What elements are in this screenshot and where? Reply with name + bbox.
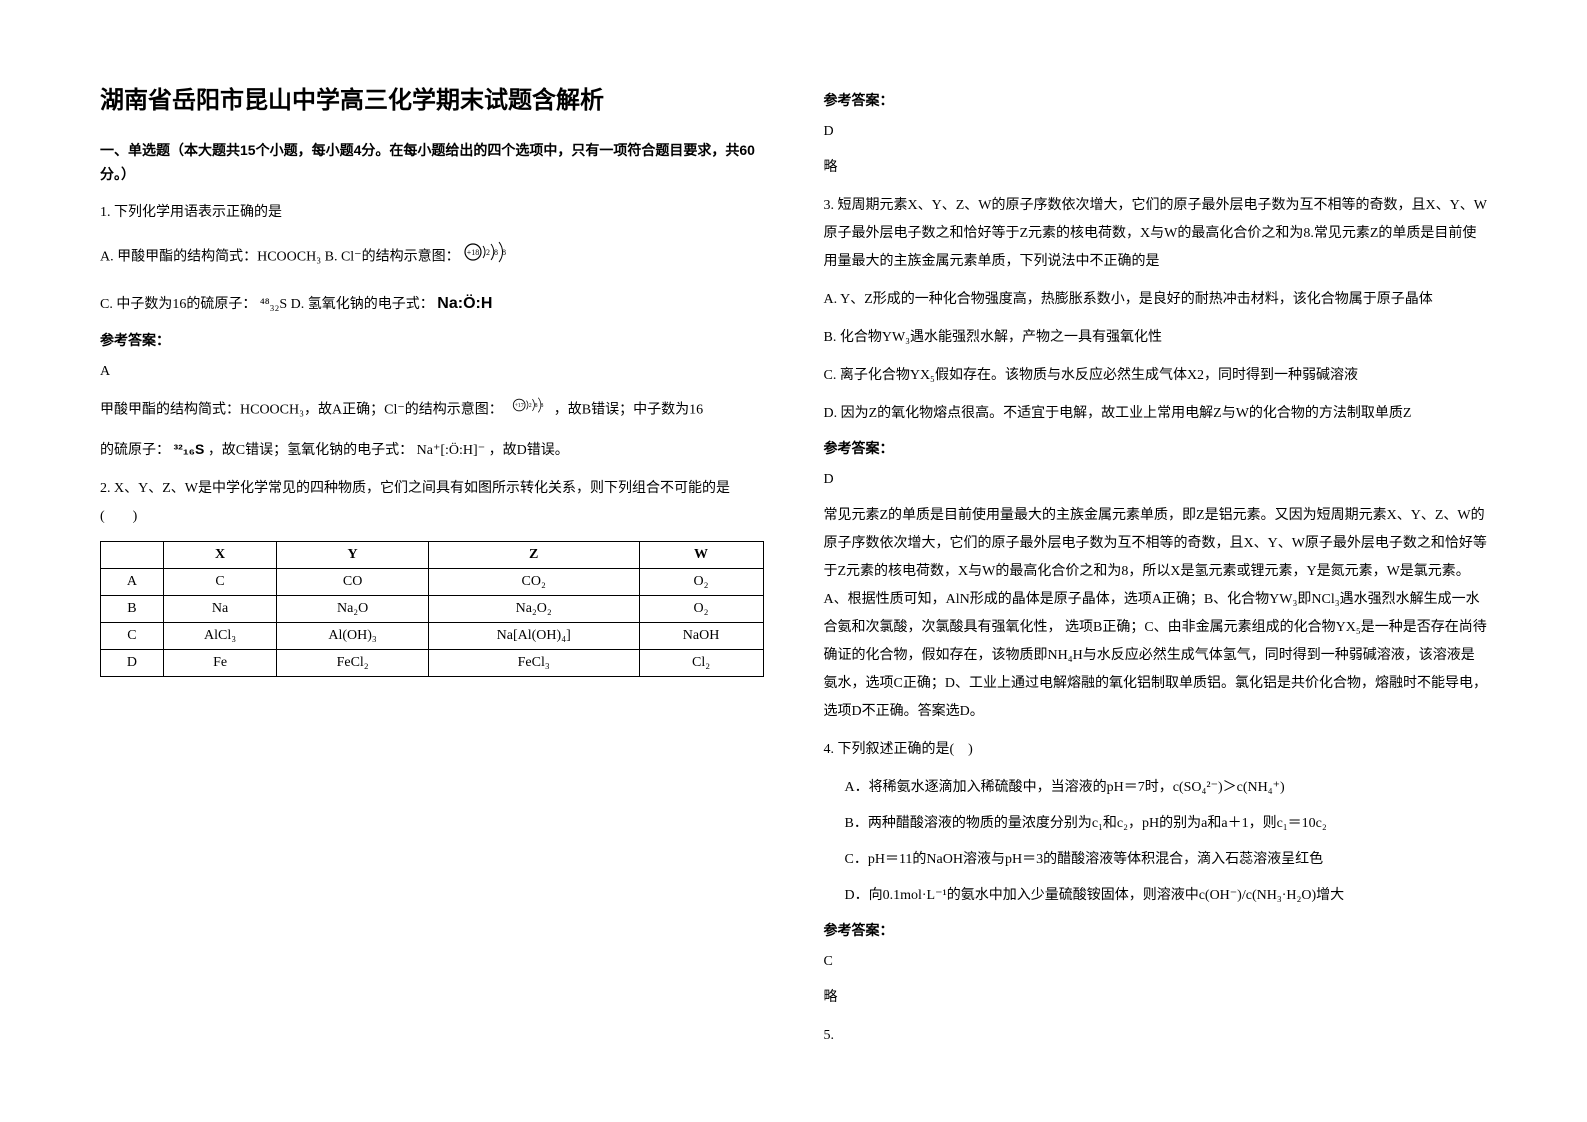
q1-expl1b: ，故B错误；中子数为16 [554, 402, 703, 417]
q1-opts-cd: C. 中子数为16的硫原子： ⁴⁸₃₂S D. 氢氧化钠的电子式： Na:Ö:H [100, 288, 764, 320]
left-column: 湖南省岳阳市昆山中学高三化学期末试题含解析 一、单选题（本大题共15个小题，每小… [100, 80, 764, 1060]
s-isotope-icon: ³²₁₆S [174, 441, 205, 457]
q3-ans-letter: D [824, 466, 1488, 494]
q5-stem: 5. [824, 1022, 1488, 1050]
q2-ans-label: 参考答案： [824, 90, 1488, 110]
td: Cl₂ [639, 649, 763, 676]
td: CO [277, 568, 428, 595]
q4-opt-b: B．两种醋酸溶液的物质的量浓度分别为c₁和c₂，pH的别为a和a＋1，则c₁＝1… [845, 810, 1488, 838]
td: Na₂O [277, 595, 428, 622]
q2-table: X Y Z W A C CO CO₂ O₂ B Na Na₂O Na₂O₂ O₂… [100, 541, 764, 677]
svg-text:+17: +17 [515, 403, 524, 409]
q2-ans-note: 略 [824, 154, 1488, 182]
cl-structure-icon-2: +17 2 8 8 [506, 394, 550, 427]
q4-opt-c: C．pH＝11的NaOH溶液与pH＝3的醋酸溶液等体积混合，滴入石蕊溶液呈红色 [845, 846, 1488, 874]
q3-p1: 3. 短周期元素X、Y、Z、W的原子序数依次增大，它们的原子最外层电子数为互不相… [824, 192, 1488, 276]
q1-opt-d-pre: D. 氢氧化钠的电子式： [291, 297, 434, 312]
svg-text:8: 8 [502, 248, 506, 257]
q1-opt-c-sym: ⁴⁸₃₂S [260, 297, 287, 312]
q1-expl-line1: 甲酸甲酯的结构简式：HCOOCH₃，故A正确；Cl⁻的结构示意图： +17 2 … [100, 394, 764, 427]
q3-opt-b: B. 化合物YW₃遇水能强烈水解，产物之一具有强氧化性 [824, 324, 1488, 352]
td: Al(OH)₃ [277, 622, 428, 649]
q3-expl: 常见元素Z的单质是目前使用量最大的主族金属元素单质，即Z是铝元素。又因为短周期元… [824, 502, 1488, 726]
naoh-electron-icon: Na⁺[:Ö:H]⁻ [417, 443, 485, 458]
td: O₂ [639, 595, 763, 622]
td: Na₂O₂ [428, 595, 639, 622]
q1-expl2c: ，故D错误。 [489, 443, 569, 458]
th: W [639, 541, 763, 568]
q4-ans-note: 略 [824, 984, 1488, 1012]
q4-ans-letter: C [824, 948, 1488, 976]
th: Y [277, 541, 428, 568]
q1-expl2a: 的硫原子： [100, 443, 170, 458]
q3-opt-a: A. Y、Z形成的一种化合物强度高，热膨胀系数小，是良好的耐热冲击材料，该化合物… [824, 286, 1488, 314]
q4-opt-a: A．将稀氨水逐滴加入稀硫酸中，当溶液的pH＝7时，c(SO₄²⁻)＞c(NH₄⁺… [845, 774, 1488, 802]
q4-stem: 4. 下列叙述正确的是( ) [824, 736, 1488, 764]
q3-opt-c: C. 离子化合物YX₅假如存在。该物质与水反应必然生成气体X2，同时得到一种弱碱… [824, 362, 1488, 390]
th [101, 541, 164, 568]
td: Na[Al(OH)₄] [428, 622, 639, 649]
td: Na [163, 595, 277, 622]
table-row: B Na Na₂O Na₂O₂ O₂ [101, 595, 764, 622]
svg-text:2: 2 [486, 248, 490, 257]
td: C [163, 568, 277, 595]
svg-text:2: 2 [529, 403, 532, 409]
svg-text:+18: +18 [467, 248, 480, 257]
q1-opt-a-b-text: A. 甲酸甲酯的结构简式：HCOOCH₃ B. Cl⁻的结构示意图： [100, 249, 460, 264]
table-row: C AlCl₃ Al(OH)₃ Na[Al(OH)₄] NaOH [101, 622, 764, 649]
cl-structure-icon: +18 2 8 8 [463, 237, 507, 278]
doc-title: 湖南省岳阳市昆山中学高三化学期末试题含解析 [100, 80, 764, 115]
q1-ans-label: 参考答案： [100, 330, 764, 350]
td: AlCl₃ [163, 622, 277, 649]
q1-stem: 1. 下列化学用语表示正确的是 [100, 199, 764, 227]
svg-text:8: 8 [494, 248, 498, 257]
td: C [101, 622, 164, 649]
q1-expl2b: ，故C错误；氢氧化钠的电子式： [208, 443, 413, 458]
td: D [101, 649, 164, 676]
q1-expl-line2: 的硫原子： ³²₁₆S ，故C错误；氢氧化钠的电子式： Na⁺[:Ö:H]⁻ ，… [100, 435, 764, 465]
q1-expl1a: 甲酸甲酯的结构简式：HCOOCH₃，故A正确；Cl⁻的结构示意图： [100, 402, 503, 417]
td: Fe [163, 649, 277, 676]
q3-ans-label: 参考答案： [824, 438, 1488, 458]
q1-ans-letter: A [100, 358, 764, 386]
svg-text:8: 8 [535, 403, 538, 409]
th: Z [428, 541, 639, 568]
td: B [101, 595, 164, 622]
table-header-row: X Y Z W [101, 541, 764, 568]
q4-ans-label: 参考答案： [824, 920, 1488, 940]
section-1-head: 一、单选题（本大题共15个小题，每小题4分。在每小题给出的四个选项中，只有一项符… [100, 139, 764, 187]
q2-stem: 2. X、Y、Z、W是中学化学常见的四种物质，它们之间具有如图所示转化关系，则下… [100, 475, 764, 531]
q1-opts-ab: A. 甲酸甲酯的结构简式：HCOOCH₃ B. Cl⁻的结构示意图： +18 2… [100, 237, 764, 278]
q3-opt-d: D. 因为Z的氧化物熔点很高。不适宜于电解，故工业上常用电解Z与W的化合物的方法… [824, 400, 1488, 428]
svg-text:8: 8 [541, 403, 544, 409]
td: FeCl₃ [428, 649, 639, 676]
naoh-formula-icon: Na:Ö:H [437, 295, 492, 312]
td: FeCl₂ [277, 649, 428, 676]
td: CO₂ [428, 568, 639, 595]
q2-ans-letter: D [824, 118, 1488, 146]
td: NaOH [639, 622, 763, 649]
q4-opt-d: D．向0.1mol·L⁻¹的氨水中加入少量硫酸铵固体，则溶液中c(OH⁻)/c(… [845, 882, 1488, 910]
td: O₂ [639, 568, 763, 595]
q1-opt-c-pre: C. 中子数为16的硫原子： [100, 297, 256, 312]
table-row: D Fe FeCl₂ FeCl₃ Cl₂ [101, 649, 764, 676]
th: X [163, 541, 277, 568]
right-column: 参考答案： D 略 3. 短周期元素X、Y、Z、W的原子序数依次增大，它们的原子… [824, 80, 1488, 1060]
td: A [101, 568, 164, 595]
table-row: A C CO CO₂ O₂ [101, 568, 764, 595]
